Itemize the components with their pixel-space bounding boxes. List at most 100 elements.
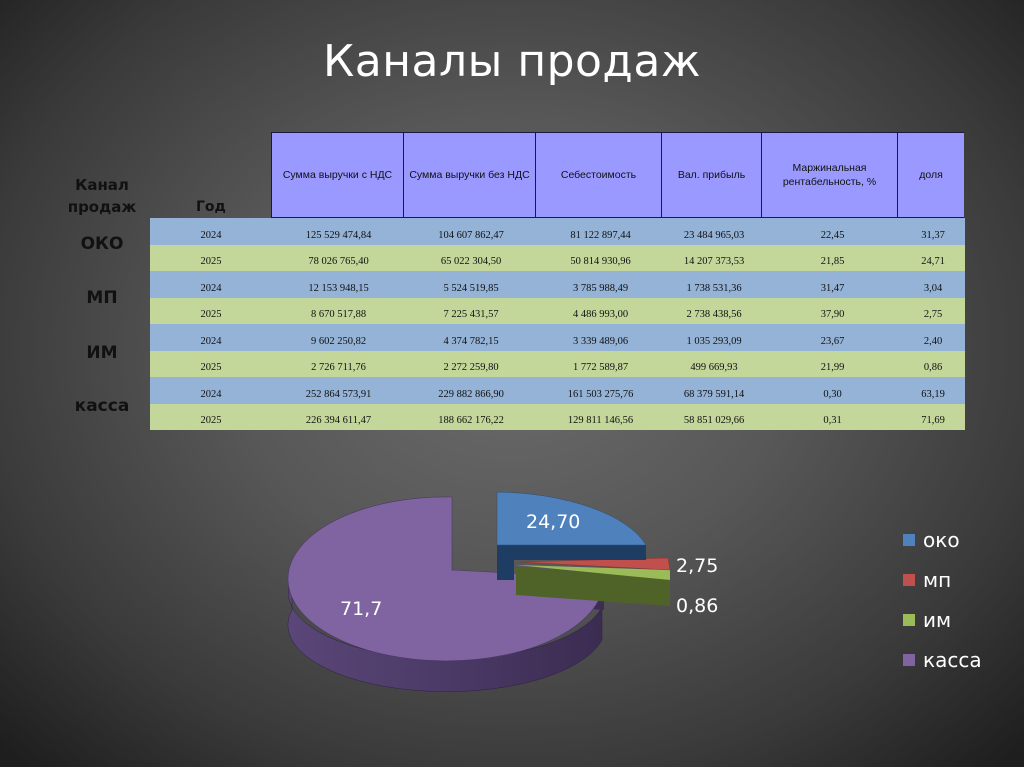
year-cell: 2025	[200, 362, 222, 373]
value-cell: 252 864 573,91	[305, 388, 372, 400]
value-cell: 3 339 489,06	[572, 335, 629, 347]
value-cell: 7 225 431,57	[443, 309, 499, 320]
col-header-margin: Маржинальная рентабельность, %	[760, 132, 899, 218]
table-row: 2024 125 529 474,84 104 607 862,47 81 12…	[150, 218, 965, 245]
value-cell: 161 503 275,76	[567, 388, 634, 400]
value-cell: 2 726 711,76	[311, 362, 366, 373]
year-cell: 2024	[200, 282, 222, 294]
value-cell: 188 662 176,22	[438, 415, 504, 426]
col-header-revenue-no-vat: Сумма выручки без НДС	[403, 132, 536, 218]
table-header-row: Сумма выручки с НДС Сумма выручки без НД…	[270, 132, 964, 218]
value-cell: 63,19	[921, 388, 945, 400]
legend-swatch-icon	[903, 654, 915, 666]
legend-item-oko: око	[903, 520, 982, 560]
value-cell: 125 529 474,84	[305, 229, 372, 241]
table-row: 2025 78 026 765,40 65 022 304,50 50 814 …	[150, 244, 965, 271]
table-row: 2024 9 602 250,82 4 374 782,15 3 339 489…	[150, 324, 965, 351]
legend-label: мп	[923, 568, 952, 592]
legend-item-mp: мп	[903, 560, 982, 600]
value-cell: 0,30	[823, 388, 842, 400]
value-cell: 68 379 591,14	[683, 388, 745, 400]
value-cell: 50 814 930,96	[570, 256, 631, 267]
value-cell: 3 785 988,49	[572, 282, 629, 294]
value-cell: 23 484 965,03	[683, 229, 745, 241]
channel-label-mp: МП	[86, 288, 118, 308]
value-cell: 12 153 948,15	[308, 282, 369, 294]
pie-chart-graphic	[287, 491, 671, 692]
value-cell: 5 524 519,85	[443, 282, 499, 294]
channel-label-oko: ОКО	[80, 234, 124, 254]
value-cell: 23,67	[820, 335, 845, 347]
legend-swatch-icon	[903, 574, 915, 586]
data-table: 2024 125 529 474,84 104 607 862,47 81 12…	[150, 218, 965, 430]
legend-label: око	[923, 528, 960, 552]
value-cell: 104 607 862,47	[438, 229, 504, 241]
table-row: 2024 12 153 948,15 5 524 519,85 3 785 98…	[150, 271, 965, 298]
value-cell: 129 811 146,56	[567, 415, 634, 426]
im-data-label: 0,86	[676, 595, 719, 617]
value-cell: 65 022 304,50	[440, 256, 502, 267]
value-cell: 24,71	[921, 256, 945, 267]
year-cell: 2024	[200, 335, 222, 347]
value-cell: 21,99	[820, 362, 845, 373]
col-header-share: доля	[897, 132, 964, 218]
value-cell: 31,37	[921, 229, 945, 241]
year-cell: 2025	[200, 256, 222, 267]
mp-data-label: 2,75	[676, 555, 719, 577]
value-cell: 499 669,93	[690, 362, 738, 373]
year-column-header: Год	[196, 199, 226, 215]
value-cell: 8 670 517,88	[310, 309, 367, 320]
legend-label: им	[923, 608, 952, 632]
value-cell: 37,90	[820, 309, 845, 320]
col-header-gross-profit: Вал. прибыль	[661, 132, 762, 218]
value-cell: 78 026 765,40	[308, 256, 369, 267]
value-cell: 1 738 531,36	[686, 282, 742, 294]
value-cell: 1 035 293,09	[686, 335, 742, 347]
table-row: 2025 2 726 711,76 2 272 259,80 1 772 589…	[150, 350, 965, 377]
year-cell: 2025	[200, 415, 222, 426]
value-cell: 14 207 373,53	[683, 256, 745, 267]
value-cell: 22,45	[820, 229, 845, 241]
table-row: 2025 8 670 517,88 7 225 431,57 4 486 993…	[150, 297, 965, 324]
channel-column-header: Канал продаж	[67, 176, 137, 216]
value-cell: 226 394 611,47	[305, 415, 372, 426]
value-cell: 4 486 993,00	[572, 309, 629, 320]
value-cell: 21,85	[820, 256, 845, 267]
value-cell: 2,75	[923, 309, 943, 320]
col-header-revenue-vat: Сумма выручки с НДС	[270, 132, 405, 218]
value-cell: 4 374 782,15	[443, 335, 499, 347]
pie-chart: 24,70 2,75 0,86 71,7	[270, 470, 750, 730]
value-cell: 2 738 438,56	[686, 309, 742, 320]
legend-swatch-icon	[903, 614, 915, 626]
table-row: 2025 226 394 611,47 188 662 176,22 129 8…	[150, 403, 965, 430]
slide-title: Каналы продаж	[323, 36, 701, 87]
legend-item-kassa: касса	[903, 640, 982, 680]
year-cell: 2025	[200, 309, 222, 320]
oko-slice	[496, 491, 647, 546]
col-header-cost: Себестоимость	[534, 132, 663, 218]
value-cell: 2 272 259,80	[443, 362, 499, 373]
legend-label: касса	[923, 648, 982, 672]
value-cell: 31,47	[820, 282, 845, 294]
value-cell: 3,04	[923, 282, 943, 294]
chart-legend: око мп им касса	[903, 520, 982, 680]
value-cell: 58 851 029,66	[683, 415, 745, 426]
kassa-data-label: 71,7	[340, 598, 383, 620]
value-cell: 81 122 897,44	[570, 229, 631, 241]
legend-item-im: им	[903, 600, 982, 640]
channel-label-im: ИМ	[86, 343, 118, 363]
value-cell: 0,86	[923, 362, 943, 373]
year-cell: 2024	[200, 388, 222, 400]
oko-slice-side	[497, 545, 646, 580]
channel-label-kassa: касса	[74, 396, 130, 416]
legend-swatch-icon	[903, 534, 915, 546]
value-cell: 229 882 866,90	[438, 388, 504, 400]
kassa-slice	[287, 496, 605, 662]
value-cell: 71,69	[921, 415, 945, 426]
value-cell: 9 602 250,82	[310, 335, 367, 347]
im-slice-side	[516, 567, 670, 606]
kassa-slice-side	[287, 577, 603, 692]
value-cell: 0,31	[823, 415, 842, 426]
year-cell: 2024	[200, 229, 222, 241]
im-slice	[516, 565, 670, 580]
